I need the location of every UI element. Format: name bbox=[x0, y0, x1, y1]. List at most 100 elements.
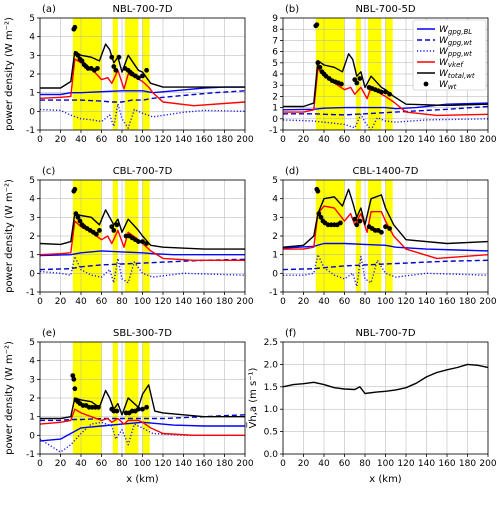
wt-point-a-14 bbox=[113, 67, 119, 73]
panel-label-b: (b) bbox=[285, 4, 299, 15]
legend-label-bl: Wgpg,BL bbox=[439, 25, 472, 36]
x-tick-label-d-1: 20 bbox=[298, 297, 310, 307]
series-wt-a bbox=[40, 90, 245, 103]
series-bl-e bbox=[40, 421, 245, 442]
wt-point-c-12 bbox=[109, 224, 115, 230]
wt-point-c-1 bbox=[72, 186, 78, 192]
panel-label-a: (a) bbox=[42, 4, 56, 15]
x-tick-label-d-2: 40 bbox=[318, 297, 330, 307]
x-tick-label-b-5: 100 bbox=[377, 135, 394, 145]
x-tick-label-e-3: 60 bbox=[96, 459, 108, 469]
y-tick-label-c-5: 4 bbox=[29, 195, 35, 205]
wt-point-c-21 bbox=[144, 241, 150, 246]
x-tick-label-e-8: 160 bbox=[195, 459, 212, 469]
wt-point-a-3 bbox=[75, 52, 81, 58]
y-tick-label-f-0: 0.0 bbox=[264, 450, 279, 460]
x-tick-label-c-4: 80 bbox=[116, 297, 128, 307]
x-tick-label-f-3: 60 bbox=[339, 459, 351, 469]
y-tick-label-f-4: 2.0 bbox=[264, 360, 279, 370]
x-tick-label-c-1: 20 bbox=[55, 297, 67, 307]
wt-point-a-15 bbox=[116, 54, 122, 60]
x-tick-label-f-4: 80 bbox=[359, 459, 371, 469]
panel-label-f: (f) bbox=[285, 328, 296, 339]
series-lines-e bbox=[40, 384, 245, 453]
x-tick-label-b-2: 40 bbox=[318, 135, 330, 145]
y-tick-label-b-7: 6 bbox=[272, 48, 278, 58]
y-tick-label-d-6: 5 bbox=[272, 176, 278, 186]
wt-point-c-11 bbox=[97, 228, 102, 233]
panel-f: 0 20 40 60 80 100 120 140 160 180 200 0.0 0.5 1.0 1.5… bbox=[264, 328, 497, 469]
legend-label-pts: Wwt bbox=[439, 80, 457, 91]
legend-label-ppg: Wppg,wt bbox=[439, 47, 472, 58]
y-tick-label-b-0: -1 bbox=[269, 126, 278, 136]
y-tick-label-f-1: 0.5 bbox=[264, 428, 278, 438]
wt-point-b-3 bbox=[317, 64, 323, 70]
x-tick-label-a-1: 20 bbox=[55, 135, 67, 145]
x-tick-label-b-1: 20 bbox=[298, 135, 310, 145]
wt-point-e-2 bbox=[72, 386, 78, 392]
y-axis-label-e: power density (W m⁻²) bbox=[4, 341, 15, 455]
series-wt-b bbox=[283, 105, 488, 116]
y-tick-label-b-1: 0 bbox=[272, 115, 278, 125]
x-tick-label-b-10: 200 bbox=[479, 135, 496, 145]
legend-label-total: Wtotal,wt bbox=[439, 69, 475, 80]
x-tick-label-c-0: 0 bbox=[37, 297, 43, 307]
x-tick-label-a-2: 40 bbox=[75, 135, 87, 145]
y-tick-label-b-5: 4 bbox=[272, 70, 278, 80]
x-tick-label-b-6: 120 bbox=[397, 135, 414, 145]
x-tick-label-b-9: 180 bbox=[459, 135, 476, 145]
series-wt-e bbox=[40, 414, 245, 422]
y-tick-label-b-3: 2 bbox=[272, 92, 278, 102]
y-tick-label-d-4: 3 bbox=[272, 213, 278, 223]
y-tick-label-b-2: 1 bbox=[272, 104, 278, 114]
y-tick-label-d-0: -1 bbox=[269, 288, 278, 298]
series-bl-d bbox=[283, 242, 488, 252]
y-axis-label-c: power density (W m⁻²) bbox=[4, 179, 15, 293]
x-tick-label-f-9: 180 bbox=[459, 459, 476, 469]
wt-point-b-14 bbox=[357, 76, 363, 81]
y-tick-label-a-4: 3 bbox=[29, 51, 35, 61]
wt-point-c-14 bbox=[114, 222, 120, 228]
x-tick-label-a-5: 100 bbox=[134, 135, 151, 145]
wt-point-c-2 bbox=[73, 211, 79, 217]
wt-points-a bbox=[71, 24, 150, 81]
wt-point-a-12 bbox=[109, 54, 115, 60]
x-tick-label-e-0: 0 bbox=[37, 459, 43, 469]
y-tick-label-c-1: 0 bbox=[29, 269, 35, 279]
y-axis-label-a: power density (W m⁻²) bbox=[4, 17, 15, 131]
y-tick-label-d-3: 2 bbox=[272, 232, 278, 242]
y-tick-label-b-6: 5 bbox=[272, 59, 278, 69]
y-tick-label-e-0: -1 bbox=[26, 450, 35, 460]
series-wt-d bbox=[283, 259, 488, 271]
y-tick-label-a-5: 4 bbox=[29, 33, 35, 43]
wt-point-a-22 bbox=[140, 73, 145, 79]
x-ticks-a: 0 20 40 60 80 100 120 140 160 180 200 bbox=[37, 130, 254, 145]
x-tick-label-c-8: 160 bbox=[195, 297, 212, 307]
x-ticks-c: 0 20 40 60 80 100 120 140 160 180 200 bbox=[37, 292, 254, 307]
x-tick-label-d-3: 60 bbox=[339, 297, 351, 307]
panel-title-b: NBL-700-5D bbox=[355, 4, 415, 15]
y-tick-label-e-4: 3 bbox=[29, 375, 35, 385]
y-tick-label-c-6: 5 bbox=[29, 176, 35, 186]
x-tick-label-b-7: 140 bbox=[418, 135, 435, 145]
x-tick-label-c-7: 140 bbox=[175, 297, 192, 307]
x-ticks-b: 0 20 40 60 80 100 120 140 160 180 200 bbox=[280, 130, 497, 145]
wt-points-c bbox=[71, 186, 150, 246]
y-tick-label-a-2: 1 bbox=[29, 89, 35, 99]
y-ticks-c: -1 0 1 2 3 4 5 bbox=[26, 176, 40, 298]
x-tick-label-e-6: 120 bbox=[154, 459, 171, 469]
y-tick-label-a-0: -1 bbox=[26, 126, 35, 136]
x-tick-label-d-4: 80 bbox=[359, 297, 371, 307]
x-tick-label-a-8: 160 bbox=[195, 135, 212, 145]
y-tick-label-b-10: 9 bbox=[272, 14, 278, 24]
wt-point-a-21 bbox=[136, 75, 141, 81]
y-tick-label-b-8: 7 bbox=[272, 36, 278, 46]
wt-point-a-13 bbox=[111, 64, 117, 69]
wt-point-a-5 bbox=[79, 58, 85, 64]
wt-point-b-19 bbox=[379, 89, 384, 95]
wt-point-b-20 bbox=[383, 89, 388, 95]
x-tick-label-f-0: 0 bbox=[280, 459, 286, 469]
